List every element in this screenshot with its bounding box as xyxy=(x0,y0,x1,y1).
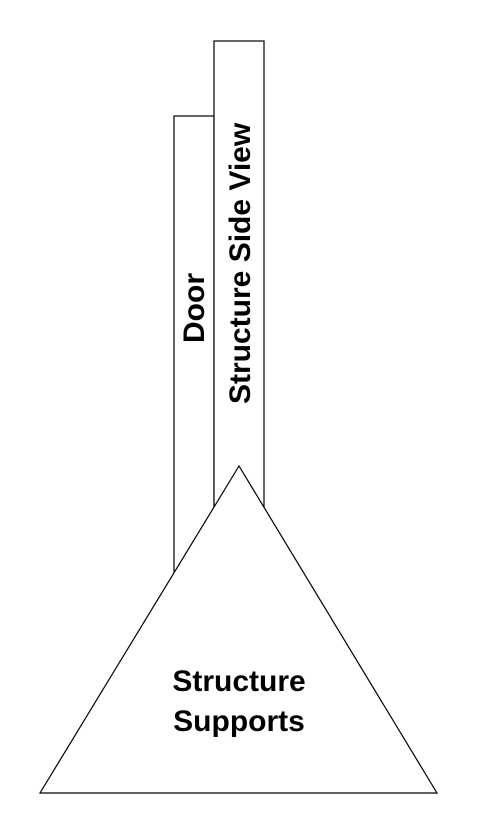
structure-supports-triangle xyxy=(38,464,439,794)
supports-label-line2: Supports xyxy=(173,705,305,738)
structure-side-view-label: Structure Side View xyxy=(224,122,257,404)
door-label: Door xyxy=(178,273,211,343)
supports-label-line1: Structure xyxy=(172,665,305,698)
